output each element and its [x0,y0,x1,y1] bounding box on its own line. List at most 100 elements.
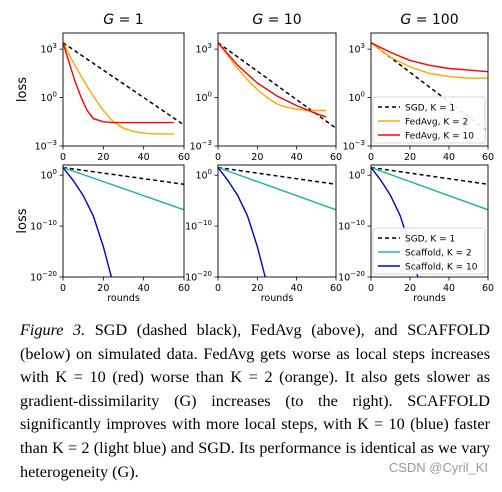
y-axis-label: loss [15,208,30,233]
y-tick-base: 10 [40,45,52,56]
y-axis-label: loss [15,77,30,102]
x-tick-label: 20 [251,152,263,163]
y-tick-label: 10−3 [343,139,365,153]
y-tick-base: 10 [190,142,202,153]
y-tick-label: 100 [195,168,212,182]
caption-label: Figure 3. [20,321,86,339]
y-tick-label: 100 [348,91,365,105]
series-line-0 [63,42,184,126]
x-tick-label: 0 [60,283,66,294]
y-tick-label: 100 [40,91,57,105]
legend-label: Scaffold, K = 2 [405,249,472,259]
y-tick-base: 10 [185,273,197,284]
y-tick-label: 10−20 [338,270,365,284]
y-tick-label: 10−10 [185,219,212,233]
series-line-2 [218,167,266,277]
y-tick-exponent: −10 [350,219,365,227]
y-tick-label: 100 [195,91,212,105]
series-line-0 [371,166,488,186]
watermark: CSDN @Cyril_KI [388,460,488,475]
y-tick-base: 10 [35,142,47,153]
series-line-1 [371,42,488,79]
legend-box [372,227,486,275]
legend-box [372,96,486,144]
y-tick-label: 10−10 [30,219,57,233]
legend-label: FedAvg, K = 10 [405,132,474,142]
y-tick-exponent: −10 [42,219,57,227]
legend: SGD, K = 1 FedAvg, K = 2 FedAvg, K = 10 [372,96,486,144]
y-tick-label: 10−3 [190,139,212,153]
y-tick-base: 10 [30,273,42,284]
x-tick-label: 60 [482,152,494,163]
panel-title: G = 100 [400,12,458,28]
x-tick-label: 20 [97,283,109,294]
legend-label: FedAvg, K = 2 [405,118,468,128]
x-tick-label: 40 [443,283,455,294]
x-tick-label: 0 [215,152,221,163]
y-tick-exponent: 0 [361,91,365,99]
axes-frame [62,164,185,278]
x-tick-label: 60 [482,283,494,294]
y-tick-base: 10 [40,171,52,182]
y-tick-exponent: −3 [47,139,57,147]
y-tick-exponent: −20 [42,270,57,278]
figure-caption: Figure 3. SGD (dashed black), FedAvg (ab… [20,319,490,484]
title-value: = 1 [114,12,144,28]
y-tick-base: 10 [30,222,42,233]
y-tick-exponent: −20 [197,270,212,278]
y-tick-exponent: 3 [53,42,57,50]
x-axis-label: rounds [261,293,294,304]
x-tick-label: 40 [443,152,455,163]
axes-frame [217,164,337,278]
y-tick-exponent: −3 [202,139,212,147]
legend-label: SGD, K = 1 [405,104,455,114]
x-tick-label: 0 [368,152,374,163]
y-tick-base: 10 [338,222,350,233]
y-tick-base: 10 [185,222,197,233]
x-tick-label: 40 [138,152,150,163]
panel-title: G = 1 [103,12,143,28]
y-tick-label: 103 [195,42,212,56]
x-tick-label: 60 [178,152,190,163]
y-tick-exponent: 3 [361,42,365,50]
y-tick-label: 10−20 [30,270,57,284]
title-var: G [400,12,411,28]
y-tick-exponent: −10 [197,219,212,227]
y-tick-label: 10−10 [338,219,365,233]
x-tick-label: 60 [330,283,342,294]
x-tick-label: 0 [368,283,374,294]
series-line-1 [63,166,184,211]
title-value: = 100 [411,12,458,28]
x-tick-label: 60 [330,152,342,163]
y-tick-base: 10 [348,45,360,56]
axes-frame [217,32,337,147]
y-tick-label: 103 [40,42,57,56]
caption-text: SGD (dashed black), FedAvg (above), and … [20,321,490,481]
y-tick-label: 100 [40,168,57,182]
x-axis-label: rounds [413,293,446,304]
y-tick-label: 10−20 [185,270,212,284]
series-line-2 [371,42,488,73]
series-line-0 [218,166,336,186]
y-tick-base: 10 [195,171,207,182]
axes-frame [62,32,185,147]
series-line-2 [63,167,113,277]
y-tick-exponent: 0 [53,168,57,176]
y-tick-base: 10 [343,142,355,153]
y-tick-base: 10 [40,93,52,104]
x-tick-label: 20 [97,152,109,163]
y-tick-exponent: −3 [355,139,365,147]
y-tick-exponent: 0 [53,91,57,99]
series-line-1 [63,42,174,135]
x-tick-label: 20 [404,152,416,163]
y-tick-label: 103 [348,42,365,56]
series-line-2 [218,42,327,118]
legend-label: SGD, K = 1 [405,235,455,245]
series-line-0 [63,166,184,186]
